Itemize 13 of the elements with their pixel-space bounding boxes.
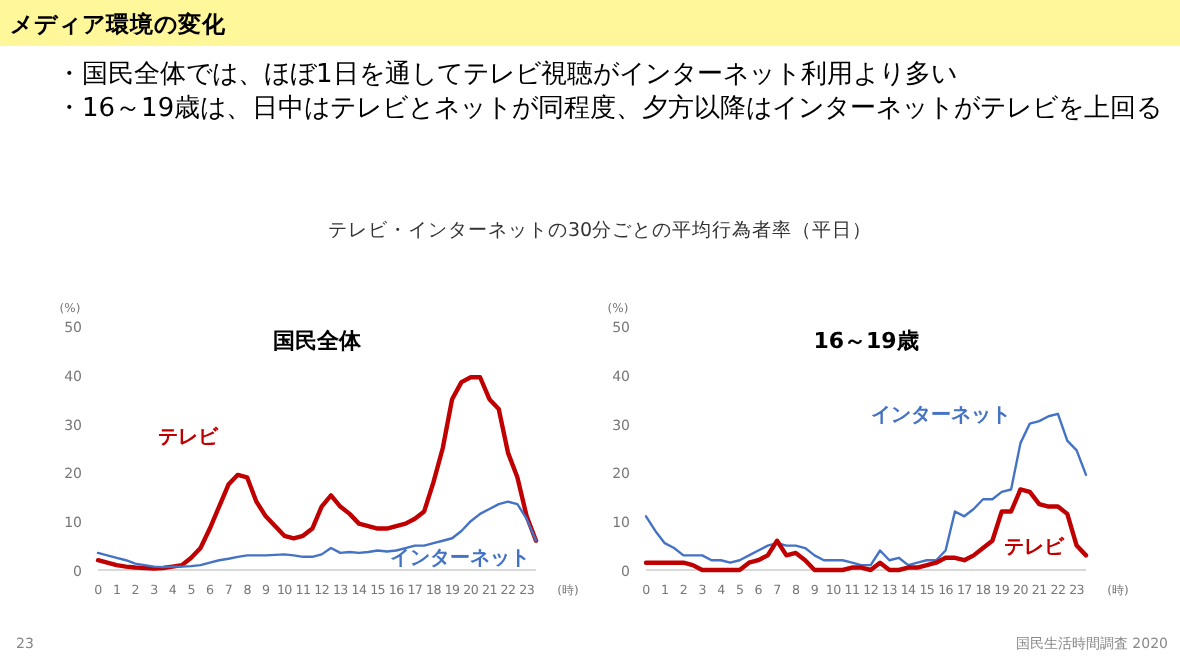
text: ・国民全体では、ほぼ1日を通してテレビ視聴がインターネット利用より多い — [56, 60, 957, 90]
series-label: インターネット — [870, 405, 1011, 428]
series-label: テレビ — [157, 425, 220, 450]
series-label: テレビ — [1003, 534, 1066, 559]
line-series — [95, 375, 539, 571]
line-series — [643, 487, 1089, 573]
text: テレビ・インターネットの30分ごとの平均行為者率（平日） — [327, 218, 873, 242]
line-series — [96, 500, 538, 569]
chart-title: 16～19歳 — [813, 328, 919, 354]
text: メディア環境の変化 — [10, 10, 228, 38]
text: ・16～19歳は、日中はテレビとネットが同程度、夕方以降はインターネットがテレビを上回る — [56, 92, 1163, 124]
chart-title: 国民全体 — [273, 328, 363, 354]
series-label: インターネット — [390, 548, 531, 571]
